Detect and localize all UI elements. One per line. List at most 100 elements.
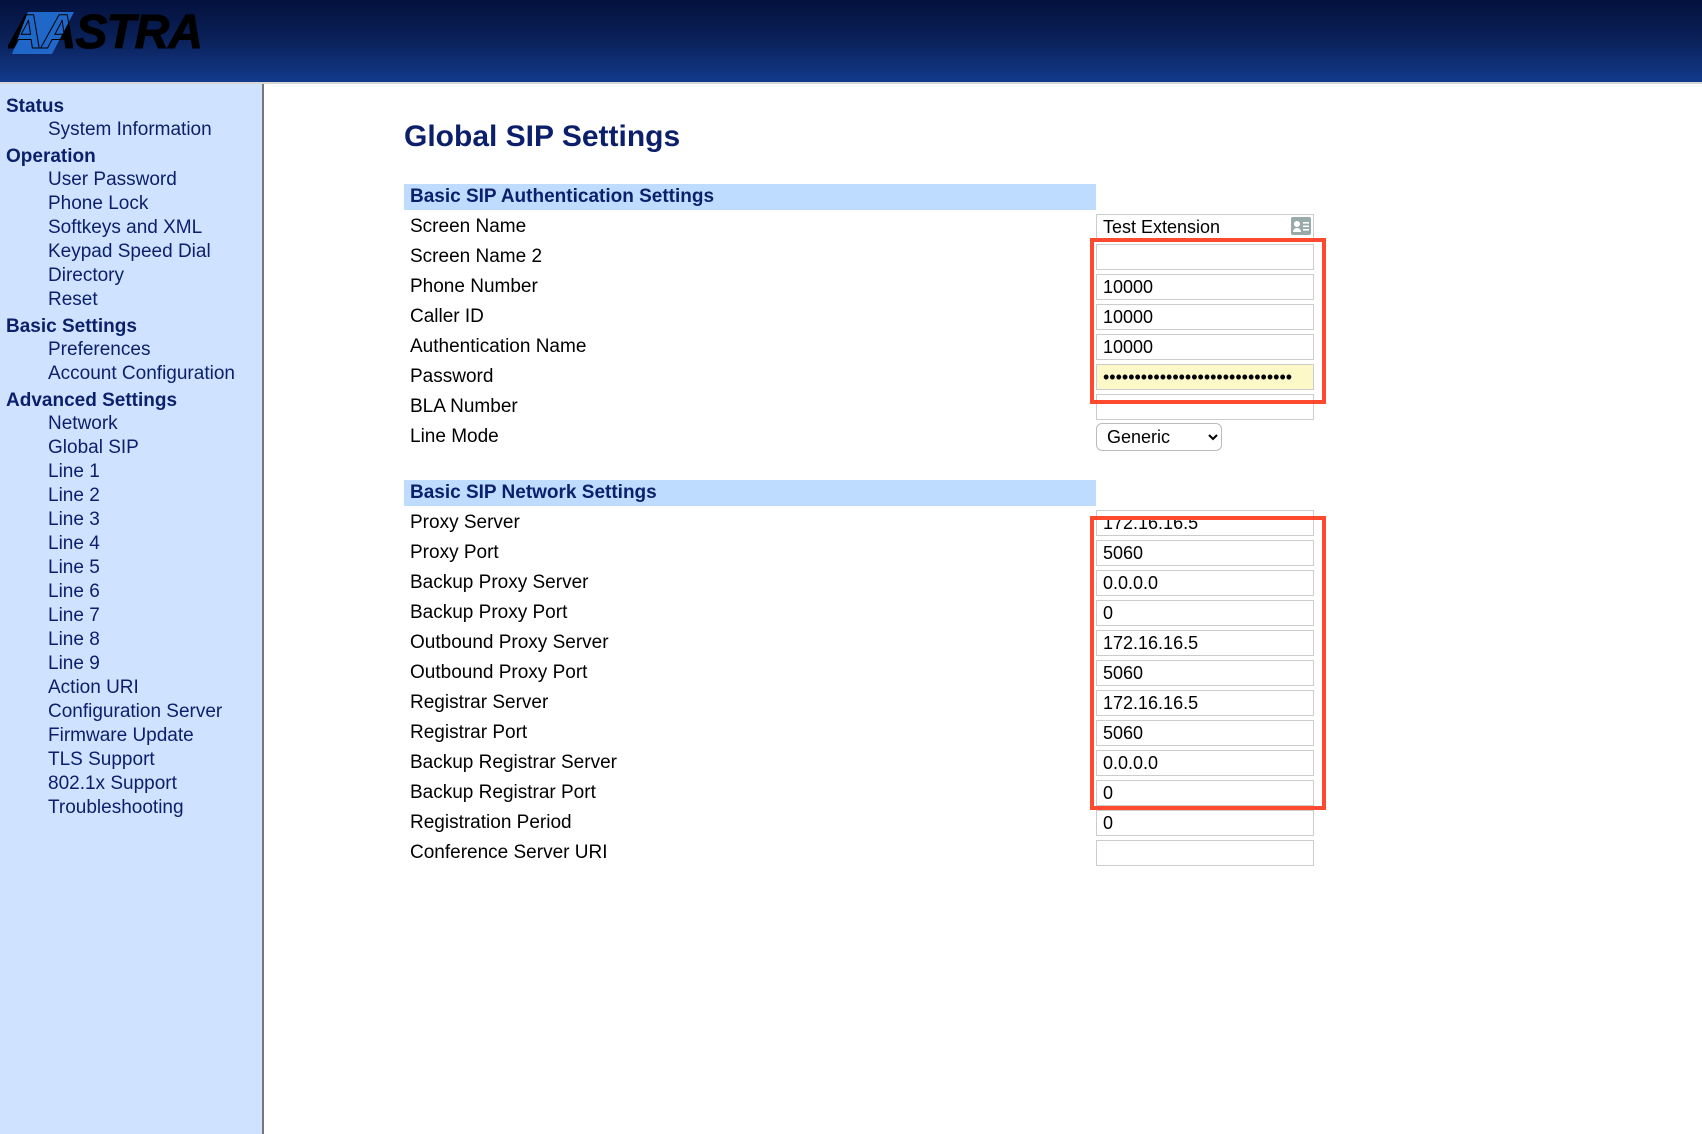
header-divider (0, 82, 1702, 84)
group-header: Basic SIP Authentication Settings (404, 184, 1096, 210)
line-mode-select[interactable]: Generic (1096, 423, 1222, 451)
form-row: Backup Proxy Server (404, 568, 1316, 598)
group-header: Basic SIP Network Settings (404, 480, 1096, 506)
sidebar-item-preferences[interactable]: Preferences (48, 338, 256, 362)
sidebar-item-troubleshooting[interactable]: Troubleshooting (48, 796, 256, 820)
sidebar-item-line-5[interactable]: Line 5 (48, 556, 256, 580)
form-row: Backup Registrar Server (404, 748, 1316, 778)
sidebar-item-keypad-speed-dial[interactable]: Keypad Speed Dial (48, 240, 256, 264)
backup-proxy-server-input[interactable] (1096, 570, 1314, 596)
field-label: Password (404, 362, 1096, 392)
sidebar: StatusSystem Information OperationUser Pa… (0, 84, 264, 1134)
brand-logo: AASTRA AASTRA (8, 2, 228, 62)
sidebar-item-firmware-update[interactable]: Firmware Update (48, 724, 256, 748)
field-label: Outbound Proxy Port (404, 658, 1096, 688)
form-row: Outbound Proxy Server (404, 628, 1316, 658)
field-label: Registration Period (404, 808, 1096, 838)
sidebar-item-configuration-server[interactable]: Configuration Server (48, 700, 256, 724)
sidebar-item-line-4[interactable]: Line 4 (48, 532, 256, 556)
sidebar-item-line-7[interactable]: Line 7 (48, 604, 256, 628)
sidebar-item-line-1[interactable]: Line 1 (48, 460, 256, 484)
phone-number-input[interactable] (1096, 274, 1314, 300)
registration-period-input[interactable] (1096, 810, 1314, 836)
field-label: Outbound Proxy Server (404, 628, 1096, 658)
form-row: Password (404, 362, 1316, 392)
sidebar-item-system-information[interactable]: System Information (48, 118, 256, 142)
page-title: Global SIP Settings (404, 120, 1682, 154)
field-label: Backup Registrar Server (404, 748, 1096, 778)
field-label: Backup Registrar Port (404, 778, 1096, 808)
form-row: Outbound Proxy Port (404, 658, 1316, 688)
sidebar-item-network[interactable]: Network (48, 412, 256, 436)
authentication-name-input[interactable] (1096, 334, 1314, 360)
form-row: Screen Name (404, 212, 1316, 242)
sidebar-item-line-6[interactable]: Line 6 (48, 580, 256, 604)
field-label: Line Mode (404, 422, 1096, 452)
header-bar: AASTRA AASTRA (0, 0, 1702, 84)
sidebar-item-user-password[interactable]: User Password (48, 168, 256, 192)
sidebar-item-phone-lock[interactable]: Phone Lock (48, 192, 256, 216)
sidebar-item-global-sip[interactable]: Global SIP (48, 436, 256, 460)
field-label: Proxy Server (404, 508, 1096, 538)
screen-name-input[interactable] (1096, 214, 1314, 240)
sidebar-section-basic-settings: Basic Settings (6, 316, 256, 338)
outbound-proxy-port-input[interactable] (1096, 660, 1314, 686)
form-row: Phone Number (404, 272, 1316, 302)
svg-text:AASTRA: AASTRA (8, 6, 202, 59)
field-label: Registrar Server (404, 688, 1096, 718)
password-input[interactable] (1096, 364, 1314, 390)
field-label: Conference Server URI (404, 838, 1096, 868)
backup-proxy-port-input[interactable] (1096, 600, 1314, 626)
form-row: BLA Number (404, 392, 1316, 422)
contact-card-icon (1291, 217, 1311, 235)
form-row: Registrar Port (404, 718, 1316, 748)
field-label: Authentication Name (404, 332, 1096, 362)
field-label: Registrar Port (404, 718, 1096, 748)
sidebar-item-line-2[interactable]: Line 2 (48, 484, 256, 508)
conference-server-uri-input[interactable] (1096, 840, 1314, 866)
proxy-server-input[interactable] (1096, 510, 1314, 536)
registrar-server-input[interactable] (1096, 690, 1314, 716)
proxy-port-input[interactable] (1096, 540, 1314, 566)
sidebar-item-line-8[interactable]: Line 8 (48, 628, 256, 652)
caller-id-input[interactable] (1096, 304, 1314, 330)
bla-number-input[interactable] (1096, 394, 1314, 420)
sidebar-item-softkeys-and-xml[interactable]: Softkeys and XML (48, 216, 256, 240)
form-row: Registrar Server (404, 688, 1316, 718)
field-label: Proxy Port (404, 538, 1096, 568)
field-label: BLA Number (404, 392, 1096, 422)
sidebar-item-802-1x-support[interactable]: 802.1x Support (48, 772, 256, 796)
outbound-proxy-server-input[interactable] (1096, 630, 1314, 656)
form-row: Registration Period (404, 808, 1316, 838)
field-label: Caller ID (404, 302, 1096, 332)
registrar-port-input[interactable] (1096, 720, 1314, 746)
main-content: Global SIP Settings Basic SIP Authentica… (264, 84, 1702, 1134)
sidebar-item-account-configuration[interactable]: Account Configuration (48, 362, 256, 386)
sidebar-item-action-uri[interactable]: Action URI (48, 676, 256, 700)
backup-registrar-server-input[interactable] (1096, 750, 1314, 776)
sidebar-item-tls-support[interactable]: TLS Support (48, 748, 256, 772)
form-row: Backup Registrar Port (404, 778, 1316, 808)
sidebar-item-reset[interactable]: Reset (48, 288, 256, 312)
form-row: Backup Proxy Port (404, 598, 1316, 628)
form-row: Conference Server URI (404, 838, 1316, 868)
sidebar-item-directory[interactable]: Directory (48, 264, 256, 288)
field-label: Screen Name (404, 212, 1096, 242)
field-label: Screen Name 2 (404, 242, 1096, 272)
field-label: Backup Proxy Server (404, 568, 1096, 598)
backup-registrar-port-input[interactable] (1096, 780, 1314, 806)
form-row: Proxy Port (404, 538, 1316, 568)
form-row: Screen Name 2 (404, 242, 1316, 272)
sidebar-section-operation: Operation (6, 146, 256, 168)
form-row: Caller ID (404, 302, 1316, 332)
field-label: Backup Proxy Port (404, 598, 1096, 628)
form-row: Proxy Server (404, 508, 1316, 538)
screen-name-2-input[interactable] (1096, 244, 1314, 270)
sidebar-section-advanced-settings: Advanced Settings (6, 390, 256, 412)
form-row: Line ModeGeneric (404, 422, 1316, 452)
sidebar-item-line-3[interactable]: Line 3 (48, 508, 256, 532)
form-row: Authentication Name (404, 332, 1316, 362)
sidebar-section-status: Status (6, 96, 256, 118)
field-label: Phone Number (404, 272, 1096, 302)
sidebar-item-line-9[interactable]: Line 9 (48, 652, 256, 676)
